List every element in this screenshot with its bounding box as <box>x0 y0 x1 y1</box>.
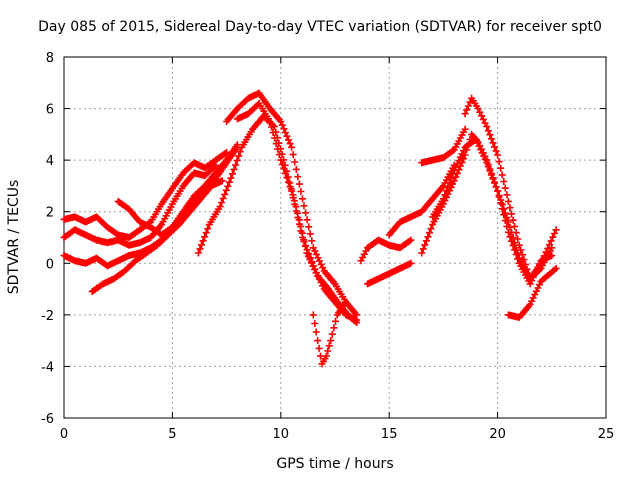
series-arc-15 <box>429 136 556 283</box>
y-tick-label: -4 <box>41 360 54 375</box>
series-arc-8 <box>233 99 361 324</box>
series-arc-16 <box>461 94 560 283</box>
series-arc-9 <box>309 298 350 368</box>
y-tick-label: 4 <box>46 154 54 169</box>
data-point-markers <box>233 99 361 324</box>
data-points <box>60 89 560 368</box>
series-arc-10 <box>357 236 415 265</box>
data-point-markers <box>194 112 361 327</box>
series-arc-1 <box>60 148 231 241</box>
y-tick-label: 0 <box>46 257 54 272</box>
data-point-markers <box>461 94 560 283</box>
series-arc-6 <box>194 112 361 327</box>
x-tick-label: 25 <box>598 427 615 442</box>
x-tick-label: 0 <box>60 427 68 442</box>
data-point-markers <box>114 143 241 239</box>
series-arc-11 <box>364 259 415 288</box>
series-arc-14 <box>418 125 469 167</box>
x-tick-label: 10 <box>273 427 290 442</box>
chart-title: Day 085 of 2015, Sidereal Day-to-day VTE… <box>38 19 602 35</box>
data-point-markers <box>60 161 220 249</box>
x-tick-label: 5 <box>168 427 176 442</box>
data-point-markers <box>357 236 415 265</box>
y-axis-label: SDTVAR / TECUs <box>6 179 22 295</box>
y-tick-label: -2 <box>41 309 54 324</box>
x-tick-label: 15 <box>381 427 398 442</box>
series-arc-2 <box>60 161 220 249</box>
grid <box>64 57 606 418</box>
axes: 0 5 10 15 20 25 -6 -4 -2 0 2 4 6 8 <box>41 51 614 442</box>
data-point-markers <box>418 125 469 167</box>
series-arc-5 <box>114 143 241 239</box>
data-point-markers <box>364 259 415 288</box>
series-arc-7 <box>223 89 361 319</box>
x-axis-label: GPS time / hours <box>276 456 394 472</box>
y-tick-label: 6 <box>46 103 54 118</box>
y-tick-label: 8 <box>46 51 54 66</box>
y-tick-label: -6 <box>41 412 54 427</box>
x-tick-label: 20 <box>489 427 506 442</box>
data-point-markers <box>223 89 361 319</box>
data-point-markers <box>504 264 560 321</box>
data-point-markers <box>429 136 556 283</box>
data-point-markers <box>60 148 231 241</box>
y-tick-label: 2 <box>46 206 54 221</box>
series-arc-17 <box>504 264 560 321</box>
data-point-markers <box>309 298 350 368</box>
data-point-markers <box>385 161 458 239</box>
series-arc-12 <box>385 161 458 239</box>
